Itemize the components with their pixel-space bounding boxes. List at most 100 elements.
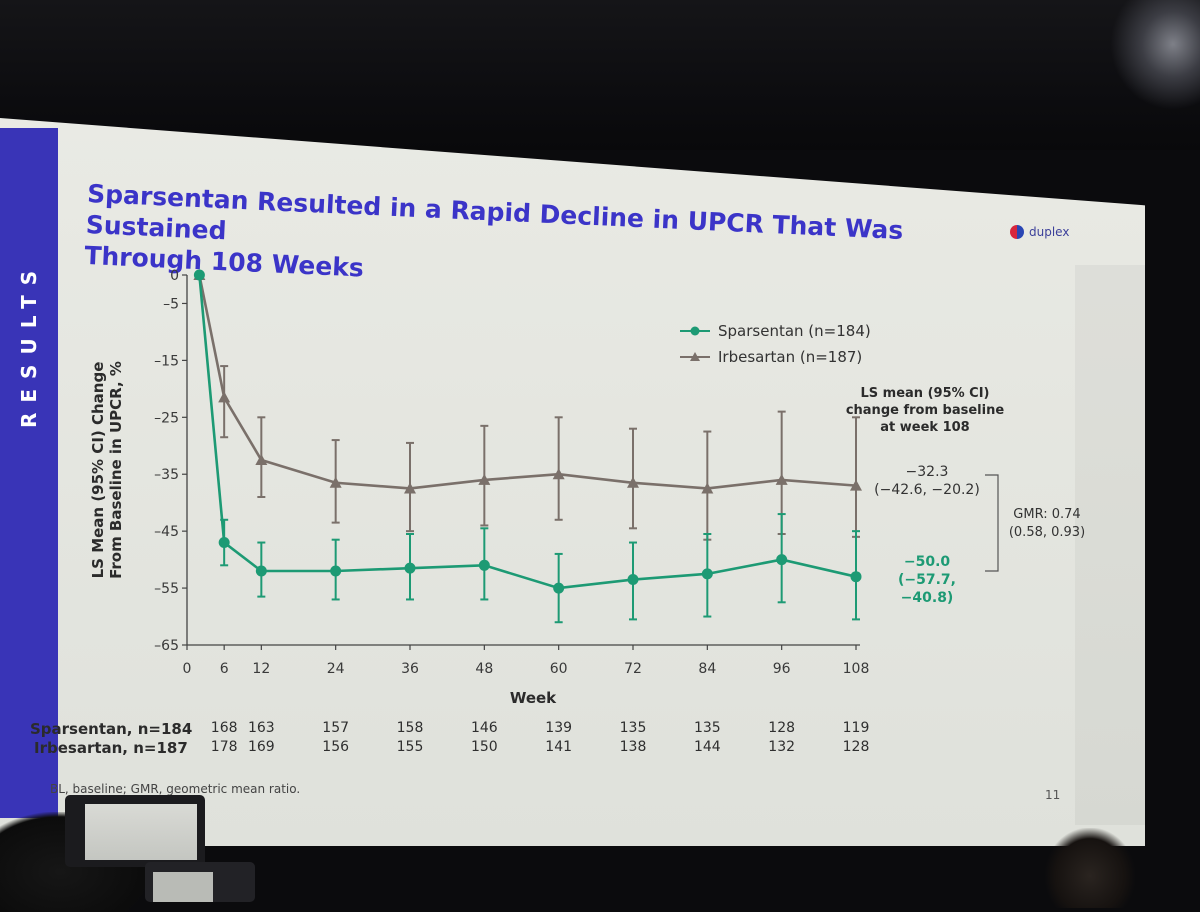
irbesartan-point [478, 473, 491, 485]
y-tick-label: –35 [154, 467, 179, 483]
duplex-logo: duplex [1010, 225, 1069, 239]
irbesartan-point [775, 473, 788, 485]
legend-label-sparsentan: Sparsentan (n=184) [718, 322, 871, 340]
y-axis-title-line2: From Baseline in UPCR, % [107, 361, 125, 579]
legend-marker-triangle-icon [680, 352, 710, 361]
irbesartan-point [701, 482, 714, 494]
sparsentan-point [218, 537, 230, 549]
x-tick-label: 6 [220, 661, 229, 677]
irbesartan-ci: (−42.6, −20.2) [874, 482, 980, 498]
phone-screen [85, 804, 197, 860]
risk-count: 135 [619, 720, 647, 736]
risk-count: 128 [842, 739, 870, 755]
x-tick-label: 24 [327, 661, 345, 677]
risk-count: 150 [470, 739, 498, 755]
sparsentan-point [701, 568, 713, 580]
risk-count: 146 [470, 720, 498, 736]
risk-count: 178 [210, 739, 238, 755]
sparsentan-point [404, 562, 416, 574]
risk-count: 132 [768, 739, 796, 755]
annotation-header-line1: LS mean (95% CI) [860, 386, 990, 401]
risk-count: 169 [247, 739, 275, 755]
annotation-header-line3: at week 108 [880, 420, 970, 435]
risk-count: 157 [322, 720, 350, 736]
x-axis-title: Week [510, 689, 557, 707]
projected-slide: RESULTS [0, 118, 1145, 846]
sparsentan-point [330, 565, 342, 577]
phone-screen-2 [153, 872, 213, 902]
y-tick-label: –65 [154, 638, 179, 654]
section-band [0, 128, 58, 818]
x-tick-label: 108 [843, 661, 870, 677]
risk-count: 128 [768, 720, 796, 736]
sparsentan-ci: (−57.7, −40.8) [898, 572, 956, 606]
chart-legend: Sparsentan (n=184) Irbesartan (n=187) [680, 318, 871, 370]
y-tick-label: –15 [154, 353, 179, 369]
risk-count: 119 [842, 720, 870, 736]
legend-item-irbesartan: Irbesartan (n=187) [680, 344, 871, 370]
x-tick-label: 36 [401, 661, 419, 677]
x-tick-label: 96 [773, 661, 791, 677]
risk-count: 163 [247, 720, 275, 736]
gmr-annotation: GMR: 0.74 (0.58, 0.93) [1003, 506, 1091, 542]
legend-item-sparsentan: Sparsentan (n=184) [680, 318, 871, 344]
y-tick-label: 0 [170, 268, 179, 284]
footnote: BL, baseline; GMR, geometric mean ratio. [50, 782, 301, 796]
irbesartan-point [850, 479, 862, 491]
page-number: 11 [1045, 788, 1061, 802]
irbesartan-point [329, 476, 342, 488]
risk-count: 144 [693, 739, 721, 755]
y-tick-label: –55 [154, 581, 179, 597]
irbesartan-point [255, 454, 268, 465]
duplex-logo-icon [1010, 225, 1024, 239]
risk-count: 139 [545, 720, 573, 736]
x-tick-label: 48 [475, 661, 493, 677]
legend-marker-circle-icon [680, 326, 710, 336]
annotation-header-line2: change from baseline [845, 403, 1005, 418]
irbesartan-point [404, 482, 416, 494]
irbesartan-line [198, 274, 857, 490]
annotation-header: LS mean (95% CI) change from baseline at… [830, 385, 1020, 436]
irbesartan-point [218, 391, 231, 403]
x-tick-label: 72 [624, 661, 642, 677]
sparsentan-point [255, 565, 267, 577]
sparsentan-point [776, 554, 788, 566]
audience-head-right [1045, 828, 1135, 908]
duplex-logo-text: duplex [1029, 225, 1070, 239]
ceiling-light [1110, 0, 1200, 110]
risk-label-irbesartan: Irbesartan, n=187 [34, 739, 188, 757]
plot-shade [1075, 265, 1145, 825]
irbesartan-mean: −32.3 [905, 464, 949, 480]
x-tick-label: 60 [550, 661, 568, 677]
sparsentan-point [478, 559, 490, 571]
risk-count: 138 [619, 739, 647, 755]
risk-count: 155 [396, 739, 424, 755]
sparsentan-week108-value: −50.0 (−57.7, −40.8) [872, 553, 982, 607]
risk-count: 168 [210, 720, 238, 736]
x-tick-label: 0 [183, 661, 192, 677]
irbesartan-point [627, 476, 639, 488]
risk-count: 141 [545, 739, 573, 755]
chart-series [193, 269, 862, 624]
risk-label-sparsentan: Sparsentan, n=184 [30, 720, 193, 738]
irbesartan-point [552, 468, 565, 480]
sparsentan-point [627, 574, 639, 586]
sparsentan-point [193, 269, 205, 281]
room-ceiling [0, 0, 1200, 150]
risk-count: 135 [693, 720, 721, 736]
sparsentan-point [850, 571, 862, 583]
sparsentan-point [553, 582, 565, 594]
gmr-bracket [985, 474, 999, 572]
legend-label-irbesartan: Irbesartan (n=187) [718, 348, 863, 366]
irbesartan-week108-value: −32.3 (−42.6, −20.2) [872, 463, 982, 499]
y-axis-title-line1: LS Mean (95% CI) Change [89, 362, 107, 579]
x-tick-label: 12 [252, 661, 270, 677]
risk-count: 158 [396, 720, 424, 736]
sparsentan-mean: −50.0 [903, 554, 951, 570]
y-tick-label: –5 [163, 296, 179, 312]
chart-axes: 0–5–15–25–35–45–55–650 6 12 24 36 48 60 72 84 96 1… [154, 268, 869, 677]
audience-phone-2 [145, 862, 255, 902]
gmr-value: GMR: 0.74 [1013, 507, 1081, 522]
y-tick-label: –45 [154, 524, 179, 540]
